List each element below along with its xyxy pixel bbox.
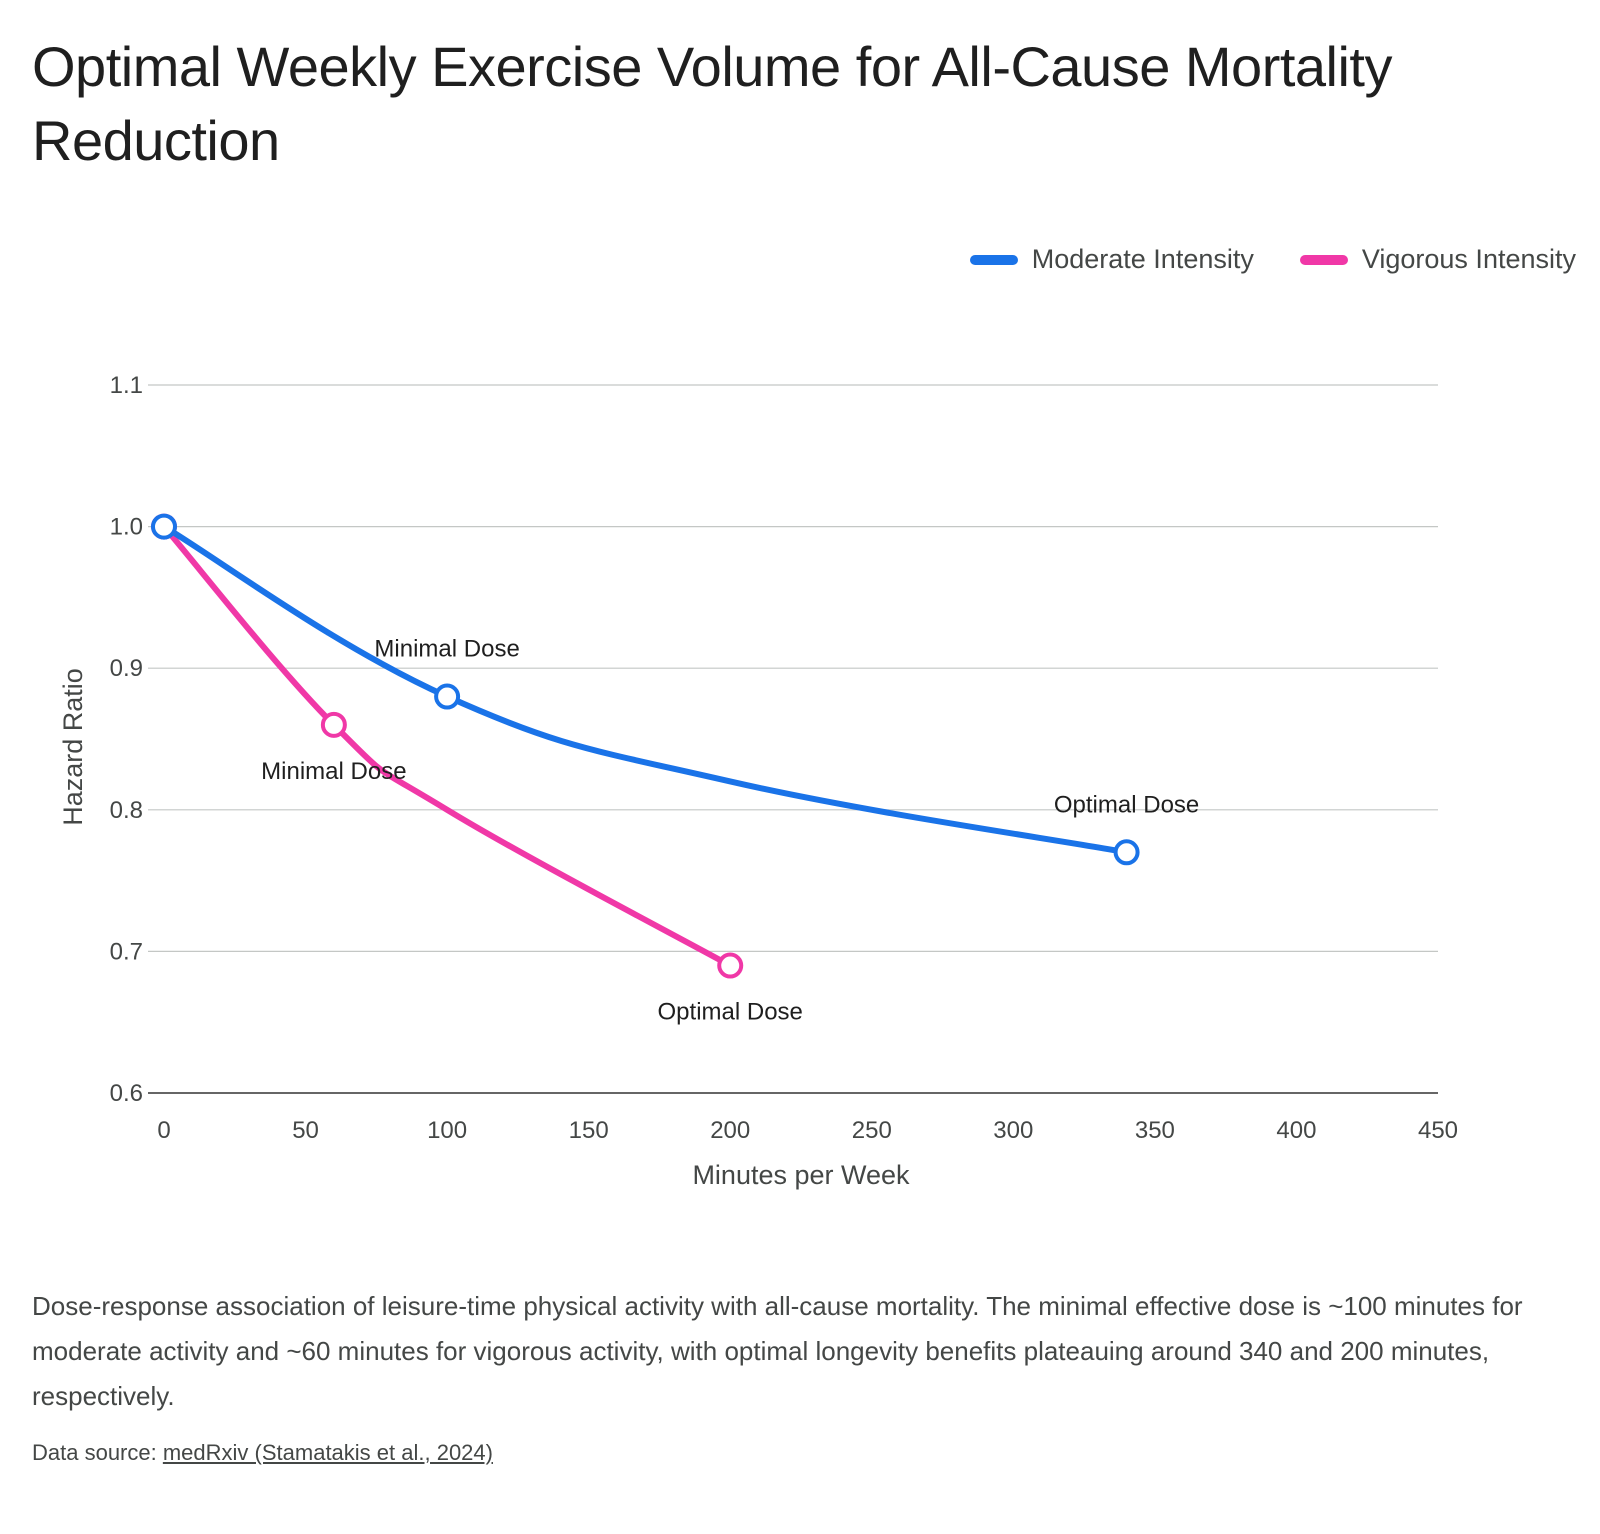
- x-tick-label: 450: [1418, 1117, 1458, 1144]
- chart-caption: Dose-response association of leisure-tim…: [32, 1291, 1523, 1411]
- y-axis-title: Hazard Ratio: [58, 668, 88, 826]
- x-tick-label: 250: [852, 1117, 892, 1144]
- legend-item-vigorous[interactable]: Vigorous Intensity: [1299, 244, 1576, 275]
- data-source-link[interactable]: medRxiv (Stamatakis et al., 2024): [162, 1440, 493, 1465]
- x-tick-label: 350: [1135, 1117, 1175, 1144]
- data-point-vigorous[interactable]: [717, 952, 744, 979]
- y-tick-label: 0.9: [110, 655, 143, 682]
- data-source-prefix: Data source:: [32, 1440, 163, 1465]
- line-chart: 0.6 0.7 0.8 0.9 1.0 1.1 0 50 100 150 200 250 300 350…: [58, 372, 1458, 1190]
- annotations: Minimal Dose Optimal Dose Minimal Dose Opti…: [261, 636, 1199, 1026]
- data-point-vigorous[interactable]: [320, 711, 347, 738]
- annotation-moderate: Optimal Dose: [1054, 791, 1199, 818]
- x-tick-label: 0: [157, 1117, 170, 1144]
- legend-item-moderate[interactable]: Moderate Intensity: [969, 244, 1254, 275]
- x-tick-label: 50: [292, 1117, 319, 1144]
- chart-legend: Moderate Intensity Vigorous Intensity: [969, 244, 1576, 275]
- x-tick-label: 400: [1276, 1117, 1316, 1144]
- legend-swatch-vigorous: [1299, 254, 1348, 265]
- grid-lines: [148, 384, 1438, 1094]
- y-axis-ticks: 0.6 0.7 0.8 0.9 1.0 1.1: [110, 372, 143, 1107]
- x-tick-label: 300: [993, 1117, 1033, 1144]
- y-tick-label: 1.1: [110, 372, 143, 399]
- chart-title: Optimal Weekly Exercise Volume for All-C…: [32, 35, 1392, 172]
- x-axis-title: Minutes per Week: [692, 1160, 910, 1190]
- series-markers: [151, 513, 1140, 979]
- legend-label-moderate: Moderate Intensity: [1031, 244, 1254, 274]
- series-lines: [161, 523, 1130, 969]
- data-source: Data source: medRxiv (Stamatakis et al.,…: [32, 1440, 493, 1466]
- y-tick-label: 0.7: [110, 938, 143, 965]
- data-point-moderate[interactable]: [1113, 839, 1140, 866]
- series-line-vigorous: [161, 523, 734, 969]
- data-point-moderate[interactable]: [151, 513, 177, 540]
- legend-label-vigorous: Vigorous Intensity: [1361, 244, 1576, 274]
- y-tick-label: 0.8: [110, 797, 143, 824]
- series-line-moderate: [161, 523, 1130, 856]
- x-tick-label: 100: [427, 1117, 467, 1144]
- x-tick-label: 200: [710, 1117, 750, 1144]
- annotation-moderate: Minimal Dose: [374, 636, 519, 663]
- x-axis-ticks: 0 50 100 150 200 250 300 350 400 450: [157, 1117, 1458, 1144]
- x-tick-label: 150: [569, 1117, 609, 1144]
- annotation-vigorous: Minimal Dose: [261, 758, 406, 785]
- data-point-moderate[interactable]: [434, 683, 461, 710]
- legend-swatch-moderate: [969, 254, 1018, 265]
- y-tick-label: 0.6: [110, 1080, 143, 1107]
- annotation-vigorous: Optimal Dose: [658, 999, 803, 1026]
- y-tick-label: 1.0: [110, 514, 143, 541]
